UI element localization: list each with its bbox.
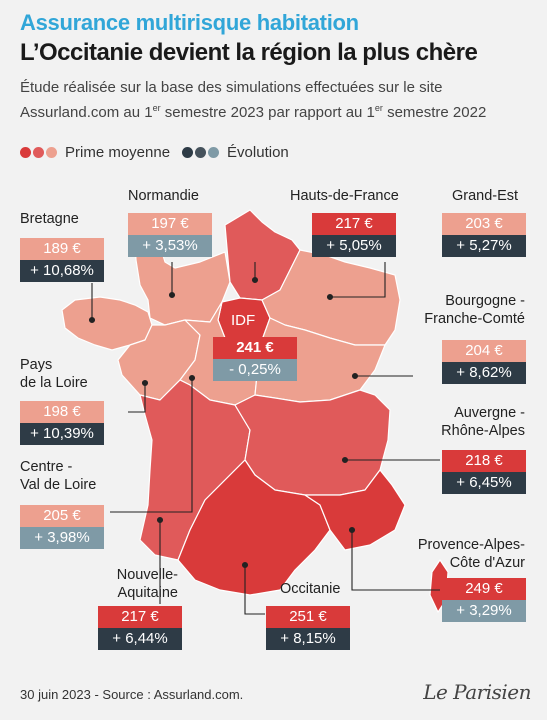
source-footer: 30 juin 2023 - Source : Assurland.com. xyxy=(20,687,244,702)
legend-dot-5 xyxy=(195,146,207,158)
evolution-bourgogne: + 8,62% xyxy=(442,362,526,384)
leader-dot-paca xyxy=(348,526,356,534)
region-box-paca: 249 € + 3,29% xyxy=(442,578,526,622)
region-name-auvergne-1: Auvergne - xyxy=(454,405,525,421)
legend-dot-3 xyxy=(46,146,57,158)
evolution-normandie: + 3,53% xyxy=(128,235,212,257)
price-paca: 249 € xyxy=(442,578,526,600)
leader-centre xyxy=(110,378,193,513)
region-name-centre-2: Val de Loire xyxy=(20,477,97,493)
leader-paca xyxy=(351,530,440,591)
intro-text: Étude réalisée sur la base des simulatio… xyxy=(20,78,530,123)
intro-line-2c: semestre 2022 xyxy=(382,104,487,121)
page-title: L’Occitanie devient la région la plus ch… xyxy=(20,39,478,66)
intro-line-2a: Assurland.com au 1 xyxy=(20,104,153,121)
brand-logo: Le Parisien xyxy=(423,680,531,704)
region-paca xyxy=(304,469,406,551)
evolution-hdf: + 5,05% xyxy=(312,235,396,257)
evolution-bretagne: + 10,68% xyxy=(20,260,104,282)
evolution-aquitaine: + 6,44% xyxy=(98,628,182,650)
evolution-auvergne: + 6,45% xyxy=(442,472,526,494)
leader-dot-centre xyxy=(188,374,196,382)
leader-dot-grand-est xyxy=(326,293,334,301)
price-pays: 198 € xyxy=(20,401,104,423)
intro-line-2b: semestre 2023 par rapport au 1 xyxy=(160,104,375,121)
legend: Prime moyenne Évolution xyxy=(20,142,301,162)
region-box-hdf: 217 € + 5,05% xyxy=(312,213,396,257)
region-name-paca-1: Provence-Alpes- xyxy=(417,537,525,553)
region-name-occitanie: Occitanie xyxy=(280,581,341,597)
intro-sup-1: er xyxy=(152,103,161,113)
evolution-pays: + 10,39% xyxy=(20,423,104,445)
region-box-aquitaine: 217 € + 6,44% xyxy=(98,606,182,650)
leader-dot-auvergne xyxy=(341,456,349,464)
legend-dot-2 xyxy=(33,146,44,158)
price-grand-est: 203 € xyxy=(442,213,526,235)
region-name-centre-1: Centre - xyxy=(20,459,73,475)
legend-dot-6 xyxy=(208,146,220,158)
leader-pays xyxy=(128,383,146,413)
region-box-pays: 198 € + 10,39% xyxy=(20,401,104,445)
evolution-grand-est: + 5,27% xyxy=(442,235,526,257)
region-name-bourgogne: Bourgogne - Franche-Comté xyxy=(413,292,525,328)
region-box-idf: 241 € - 0,25% xyxy=(213,337,297,381)
price-idf: 241 € xyxy=(213,337,297,359)
price-hdf: 217 € xyxy=(312,213,396,235)
region-name-paca-2: Côte d'Azur xyxy=(449,555,525,571)
price-auvergne: 218 € xyxy=(442,450,526,472)
region-name-normandie: Normandie xyxy=(128,188,199,204)
region-box-normandie: 197 € + 3,53% xyxy=(128,213,212,257)
price-normandie: 197 € xyxy=(128,213,212,235)
leader-dot-aquitaine xyxy=(156,516,164,524)
region-name-auvergne-2: Rhône-Alpes xyxy=(441,423,525,439)
leader-occitanie xyxy=(244,565,265,615)
region-name-bourgogne-1: Bourgogne - xyxy=(445,293,525,309)
leader-dot-occitanie xyxy=(241,561,249,569)
price-bourgogne: 204 € xyxy=(442,340,526,362)
region-box-auvergne: 218 € + 6,45% xyxy=(442,450,526,494)
price-occitanie: 251 € xyxy=(266,606,350,628)
region-box-grand-est: 203 € + 5,27% xyxy=(442,213,526,257)
region-name-grand-est: Grand-Est xyxy=(452,188,519,204)
region-name-bourgogne-2: Franche-Comté xyxy=(424,311,525,327)
leader-grand-est xyxy=(330,262,386,298)
legend-prime-label: Prime moyenne xyxy=(65,143,171,161)
leader-dot-normandie xyxy=(168,291,176,299)
leader-dot-pays xyxy=(141,379,149,387)
region-name-centre: Centre - Val de Loire xyxy=(20,458,96,494)
region-box-bretagne: 189 € + 10,68% xyxy=(20,238,104,282)
region-name-hdf: Hauts-de-France xyxy=(290,188,399,204)
leader-dot-bretagne xyxy=(88,316,96,324)
region-name-pays: Pays de la Loire xyxy=(20,356,88,392)
region-name-pays-2: de la Loire xyxy=(20,375,88,391)
region-name-bretagne: Bretagne xyxy=(20,211,79,227)
region-name-paca: Provence-Alpes- Côte d'Azur xyxy=(395,536,525,572)
legend-dot-1 xyxy=(20,146,31,158)
evolution-centre: + 3,98% xyxy=(20,527,104,549)
region-name-auvergne: Auvergne - Rhône-Alpes xyxy=(413,404,525,440)
price-aquitaine: 217 € xyxy=(98,606,182,628)
region-name-aquitaine: Nouvelle- Aquitaine xyxy=(108,566,178,602)
evolution-occitanie: + 8,15% xyxy=(266,628,350,650)
evolution-idf: - 0,25% xyxy=(213,359,297,381)
region-name-idf: IDF xyxy=(231,312,256,329)
legend-dot-4 xyxy=(182,146,194,158)
intro-line-1: Étude réalisée sur la base des simulatio… xyxy=(20,79,443,96)
price-bretagne: 189 € xyxy=(20,238,104,260)
region-box-centre: 205 € + 3,98% xyxy=(20,505,104,549)
kicker: Assurance multirisque habitation xyxy=(20,10,359,35)
leader-dot-hdf xyxy=(251,276,259,284)
leader-dot-bourgogne xyxy=(351,372,359,380)
legend-evolution-label: Évolution xyxy=(227,143,289,161)
evolution-paca: + 3,29% xyxy=(442,600,526,622)
region-box-occitanie: 251 € + 8,15% xyxy=(266,606,350,650)
region-name-pays-1: Pays xyxy=(20,357,53,373)
price-centre: 205 € xyxy=(20,505,104,527)
region-name-aquitaine-2: Aquitaine xyxy=(117,585,178,601)
intro-sup-2: er xyxy=(374,103,383,113)
region-box-bourgogne: 204 € + 8,62% xyxy=(442,340,526,384)
region-name-aquitaine-1: Nouvelle- xyxy=(116,567,178,583)
